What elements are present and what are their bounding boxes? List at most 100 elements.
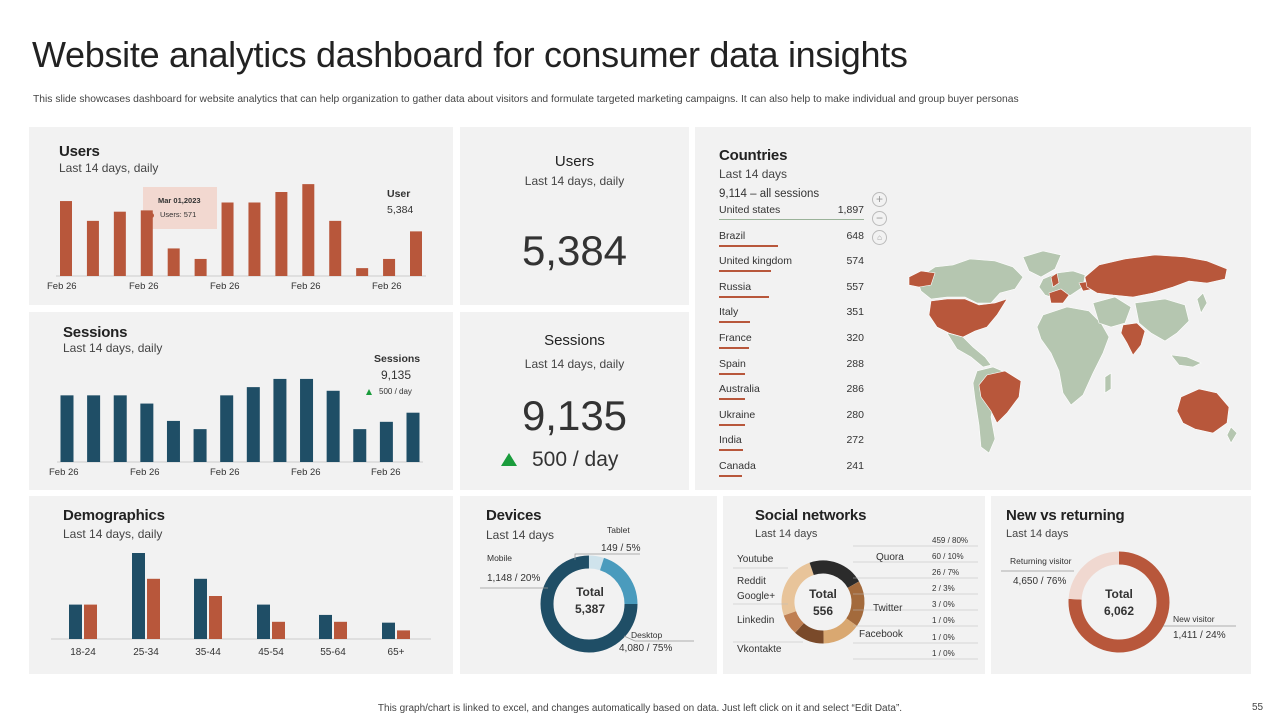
- newret-title: New vs returning: [1006, 507, 1125, 524]
- bar: [113, 395, 127, 462]
- page-subtitle: This slide showcases dashboard for websi…: [33, 94, 1019, 105]
- country-bar: [719, 475, 742, 477]
- x-tick: Feb 26: [210, 281, 240, 292]
- share-value: 1 / 0%: [932, 616, 955, 625]
- sessions-kpi-panel[interactable]: Sessions Last 14 days, daily 9,135 500 /…: [460, 312, 689, 490]
- sessions-chart-title: Sessions: [63, 324, 128, 341]
- devices-total-value: 5,387: [574, 602, 606, 616]
- country-value: 557: [846, 280, 864, 293]
- map-land-highlight: [908, 254, 1230, 434]
- bar: [379, 421, 393, 462]
- demographics-panel[interactable]: Demographics Last 14 days, daily 18-24 25…: [29, 496, 453, 674]
- country-bar: [719, 219, 864, 220]
- sessions-kpi-delta: 500 / day: [532, 448, 619, 471]
- users-kpi-panel[interactable]: Users Last 14 days, daily 5,384: [460, 127, 689, 305]
- users-chart-panel[interactable]: Users Last 14 days, daily Mar 01,2023 Us…: [29, 127, 453, 305]
- returning-label: Returning visitor: [1010, 556, 1072, 566]
- social-twitter: Twitter: [873, 603, 903, 614]
- social-vkontakte: Vkontakte: [737, 644, 782, 655]
- bar: [194, 578, 207, 639]
- country-value: 288: [846, 357, 864, 370]
- x-tick: Feb 26: [129, 281, 159, 292]
- bar: [166, 420, 180, 462]
- country-name: Australia: [719, 383, 760, 396]
- social-linkedin: Linkedin: [737, 615, 775, 626]
- page-title: Website analytics dashboard for consumer…: [32, 34, 908, 75]
- tooltip-date: Mar 01,2023: [158, 196, 201, 205]
- zoom-out-icon[interactable]: −: [872, 211, 887, 226]
- demographics-subtitle: Last 14 days, daily: [63, 527, 163, 541]
- social-quora: Quora: [876, 552, 904, 563]
- newret-donut: [1001, 551, 1236, 653]
- sessions-chart-subtitle: Last 14 days, daily: [63, 341, 163, 355]
- x-tick: Feb 26: [130, 467, 160, 478]
- new-value: 1,411 / 24%: [1173, 630, 1226, 641]
- bar: [84, 604, 97, 639]
- social-youtube: Youtube: [737, 554, 774, 565]
- country-name: Brazil: [719, 229, 746, 242]
- home-icon[interactable]: ⌂: [872, 230, 887, 245]
- country-bar: [719, 372, 745, 375]
- users-chart-title: Users: [59, 143, 100, 160]
- country-value: 648: [846, 229, 864, 242]
- bar: [87, 395, 101, 462]
- bar: [140, 403, 154, 462]
- leader-line: [623, 635, 694, 642]
- donut-slice: [809, 560, 860, 589]
- bar: [194, 258, 207, 276]
- bar: [300, 378, 314, 462]
- devices-subtitle: Last 14 days: [486, 528, 555, 542]
- country-bar: [719, 423, 745, 426]
- users-legend-value: 5,384: [387, 204, 414, 216]
- x-tick: Feb 26: [371, 467, 401, 478]
- social-total-label: Total: [809, 587, 837, 601]
- sessions-kpi-value: 9,135: [521, 392, 628, 439]
- share-value: 1 / 0%: [932, 633, 955, 642]
- world-map: [908, 250, 1238, 454]
- social-googleplus: Google+: [737, 591, 776, 602]
- bar: [275, 192, 288, 276]
- country-bar: [719, 244, 778, 247]
- country-name: France: [719, 332, 752, 344]
- country-value: 1,897: [837, 204, 864, 216]
- country-bar: [719, 321, 750, 324]
- donut-slice: [783, 610, 805, 633]
- bar: [272, 621, 285, 639]
- footer-note: This graph/chart is linked to excel, and…: [377, 703, 903, 714]
- bar: [334, 621, 347, 639]
- x-tick: 45-54: [258, 647, 284, 658]
- new-vs-returning-panel[interactable]: New vs returning Last 14 days Returning …: [991, 496, 1251, 674]
- devices-panel[interactable]: Devices Last 14 days Tablet 149 / 5% Mob…: [460, 496, 717, 674]
- donut-slice: [846, 581, 865, 626]
- social-reddit: Reddit: [737, 576, 766, 587]
- countries-panel[interactable]: Countries Last 14 days 9,114 – all sessi…: [695, 127, 1251, 490]
- desktop-value: 4,080 / 75%: [619, 643, 673, 654]
- social-networks-panel[interactable]: Social networks Last 14 days Youtube Red…: [723, 496, 985, 674]
- users-kpi-subtitle: Last 14 days, daily: [524, 174, 625, 188]
- sessions-chart-panel[interactable]: Sessions Last 14 days, daily Sessions 9,…: [29, 312, 453, 490]
- country-value: 272: [846, 434, 864, 447]
- bar: [140, 210, 153, 276]
- country-name: India: [719, 434, 742, 447]
- sessions-legend-value: 9,135: [381, 368, 412, 382]
- bar: [319, 614, 332, 639]
- country-value: 241: [846, 460, 864, 472]
- x-tick: 18-24: [70, 647, 96, 658]
- country-bar: [719, 398, 745, 401]
- bar: [246, 387, 260, 462]
- bar: [353, 429, 367, 462]
- bar: [60, 201, 72, 276]
- x-tick: Feb 26: [210, 467, 240, 478]
- demographics-title: Demographics: [63, 507, 165, 524]
- devices-title: Devices: [486, 507, 542, 524]
- bar: [382, 622, 395, 639]
- share-value: 3 / 0%: [932, 600, 955, 609]
- bar: [410, 231, 422, 276]
- zoom-in-icon[interactable]: +: [872, 192, 887, 207]
- country-value: 574: [846, 255, 864, 268]
- donut-slice: [823, 618, 857, 644]
- countries-subtitle: Last 14 days: [719, 167, 788, 181]
- bar: [69, 604, 82, 639]
- tooltip-value: Users: 571: [160, 210, 197, 219]
- donut-slice: [599, 557, 638, 605]
